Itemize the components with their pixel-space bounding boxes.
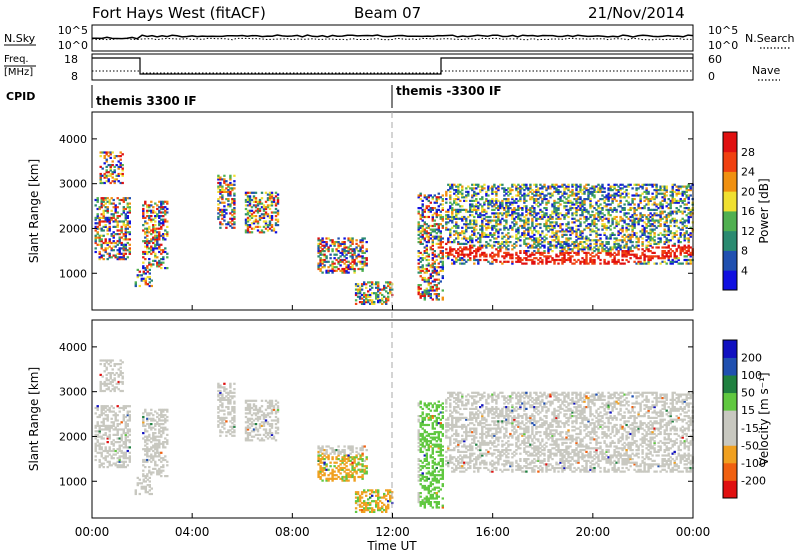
nave-label: Nave [752, 64, 780, 77]
velocity-colorbar-label: Velocity [m s⁻¹] [757, 372, 771, 465]
power-colorbar-tick: 24 [741, 166, 755, 179]
cpid-segment-2: themis -3300 IF [396, 84, 502, 98]
velocity-colorbar-tick: 200 [741, 352, 762, 365]
power-colorbar-swatch [723, 230, 737, 251]
noise-sky-trace [92, 34, 694, 40]
velocity-heatmap [94, 359, 694, 513]
velocity-colorbar-swatch [723, 462, 737, 481]
power-colorbar-tick: 28 [741, 146, 755, 159]
power-colorbar-swatch [723, 250, 737, 271]
noise-left-tick-top: 10^5 [58, 24, 88, 37]
noise-search-trace [91, 37, 694, 41]
power-heatmap [94, 151, 694, 305]
power-colorbar-tick: 16 [741, 205, 755, 218]
power-ylabel: Slant Range [km] [27, 159, 41, 263]
velocity-panel: 1000 2000 3000 4000 Slant Range [km] -200 -1… [27, 319, 771, 519]
noise-search-label: N.Search [745, 32, 795, 45]
nave-trace [92, 70, 693, 74]
x-tick-label: 00:00 [676, 525, 711, 539]
x-tick-label: 04:00 [175, 525, 210, 539]
velocity-colorbar-tick: -200 [741, 474, 766, 487]
velocity-colorbar-tick: 50 [741, 387, 755, 400]
power-ytick-label: 3000 [59, 178, 87, 191]
velocity-ytick-label: 1000 [59, 475, 87, 488]
freq-left-tick-top: 18 [64, 53, 78, 66]
power-colorbar: 4 8 12 16 20 24 28 [722, 131, 755, 291]
cpid-segment-1: themis 3300 IF [96, 94, 197, 108]
power-colorbar-swatch [723, 270, 737, 291]
velocity-ylabel: Slant Range [km] [27, 367, 41, 471]
velocity-colorbar-tick: -100 [741, 457, 766, 470]
x-tick-label: 08:00 [275, 525, 310, 539]
velocity-colorbar-tick: 15 [741, 404, 755, 417]
velocity-colorbar-swatch [723, 340, 737, 358]
noise-sky-label: N.Sky [4, 32, 36, 45]
power-colorbar-tick: 20 [741, 185, 755, 198]
freq-right-tick-bottom: 0 [708, 70, 715, 83]
velocity-colorbar-tick: -15 [741, 422, 759, 435]
velocity-colorbar-swatch [723, 445, 737, 464]
velocity-colorbar-swatch [723, 375, 737, 394]
x-tick-label: 16:00 [475, 525, 510, 539]
freq-right-tick-top: 60 [708, 53, 722, 66]
freq-label-1: Freq. [4, 54, 29, 65]
velocity-colorbar-swatch [723, 392, 737, 411]
power-colorbar-label: Power [dB] [757, 178, 771, 243]
x-tick-label: 12:00 [375, 525, 410, 539]
velocity-colorbar-tick: -50 [741, 439, 759, 452]
freq-left-tick-bottom: 8 [71, 70, 78, 83]
power-ytick-label: 4000 [59, 133, 87, 146]
power-colorbar-tick: 12 [741, 225, 755, 238]
x-axis-label: Time UT [366, 539, 417, 553]
noise-left-tick-bottom: 10^0 [58, 39, 88, 52]
noise-panel: N.Sky 10^5 10^0 10^5 10^0 N.Search [4, 24, 795, 52]
noise-right-tick-top: 10^5 [708, 24, 738, 37]
velocity-ytick-label: 3000 [59, 386, 87, 399]
beam-label: Beam 07 [354, 4, 421, 22]
power-panel: 1000 2000 3000 4000 Slant Range [km] 4 8 12 16… [27, 111, 771, 311]
velocity-colorbar-swatch [723, 410, 737, 429]
date-label: 21/Nov/2014 [588, 4, 685, 22]
power-colorbar-swatch [723, 171, 737, 192]
velocity-ytick-label: 4000 [59, 341, 87, 354]
x-axis: 00:00 04:00 08:00 12:00 16:00 20:00 00:00 [75, 305, 711, 539]
power-ytick-label: 1000 [59, 267, 87, 280]
freq-panel: Freq. [MHz] 18 8 60 0 Nave [4, 53, 780, 83]
power-colorbar-tick: 4 [741, 264, 748, 277]
velocity-colorbar-tick: 100 [741, 369, 762, 382]
velocity-colorbar: -200 -100 -50 -15 15 50 100 200 [722, 339, 766, 499]
freq-trace [92, 57, 693, 75]
cpid-panel: CPID themis 3300 IF themis -3300 IF [6, 84, 502, 108]
velocity-ytick-label: 2000 [59, 430, 87, 443]
power-colorbar-swatch [723, 151, 737, 172]
power-colorbar-swatch [723, 191, 737, 212]
velocity-colorbar-swatch [723, 427, 737, 446]
power-colorbar-swatch [723, 211, 737, 232]
velocity-colorbar-swatch [723, 357, 737, 376]
freq-label-2: [MHz] [4, 67, 33, 78]
power-colorbar-tick: 8 [741, 245, 748, 258]
x-tick-label: 20:00 [576, 525, 611, 539]
x-tick-label: 00:00 [75, 525, 110, 539]
noise-right-tick-bottom: 10^0 [708, 39, 738, 52]
power-ytick-label: 2000 [59, 222, 87, 235]
cpid-label: CPID [6, 90, 35, 103]
velocity-colorbar-swatch [723, 480, 737, 499]
power-colorbar-swatch [723, 132, 737, 153]
station-title: Fort Hays West (fitACF) [92, 4, 266, 22]
